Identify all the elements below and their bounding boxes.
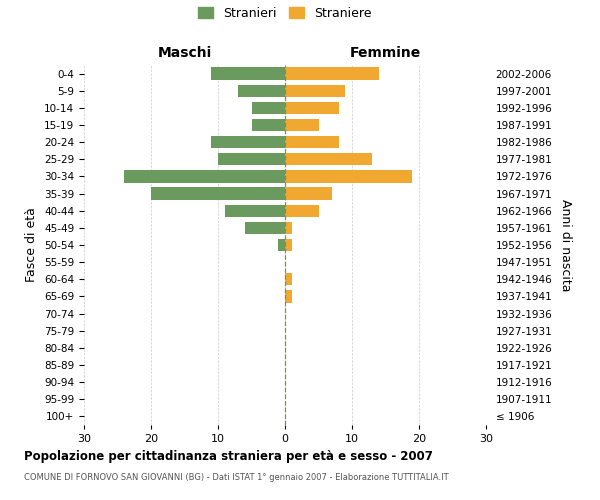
- Bar: [225, 204, 285, 217]
- Bar: [285, 188, 332, 200]
- Legend: Stranieri, Straniere: Stranieri, Straniere: [194, 3, 376, 24]
- Bar: [151, 188, 285, 200]
- Bar: [251, 102, 285, 114]
- Bar: [251, 119, 285, 131]
- Bar: [278, 239, 285, 251]
- Text: Popolazione per cittadinanza straniera per età e sesso - 2007: Popolazione per cittadinanza straniera p…: [24, 450, 433, 463]
- Text: COMUNE DI FORNOVO SAN GIOVANNI (BG) - Dati ISTAT 1° gennaio 2007 - Elaborazione : COMUNE DI FORNOVO SAN GIOVANNI (BG) - Da…: [24, 472, 449, 482]
- Bar: [285, 273, 292, 285]
- Bar: [285, 68, 379, 80]
- Bar: [218, 153, 285, 166]
- Bar: [285, 84, 346, 97]
- Bar: [285, 170, 412, 182]
- Bar: [238, 84, 285, 97]
- Bar: [285, 290, 292, 302]
- Bar: [211, 68, 285, 80]
- Y-axis label: Fasce di età: Fasce di età: [25, 208, 38, 282]
- Bar: [285, 102, 338, 114]
- Bar: [285, 239, 292, 251]
- Bar: [124, 170, 285, 182]
- Text: Maschi: Maschi: [157, 46, 212, 60]
- Bar: [285, 119, 319, 131]
- Bar: [285, 204, 319, 217]
- Bar: [211, 136, 285, 148]
- Bar: [285, 222, 292, 234]
- Bar: [245, 222, 285, 234]
- Bar: [285, 136, 338, 148]
- Bar: [285, 153, 372, 166]
- Text: Femmine: Femmine: [350, 46, 421, 60]
- Y-axis label: Anni di nascita: Anni di nascita: [559, 198, 572, 291]
